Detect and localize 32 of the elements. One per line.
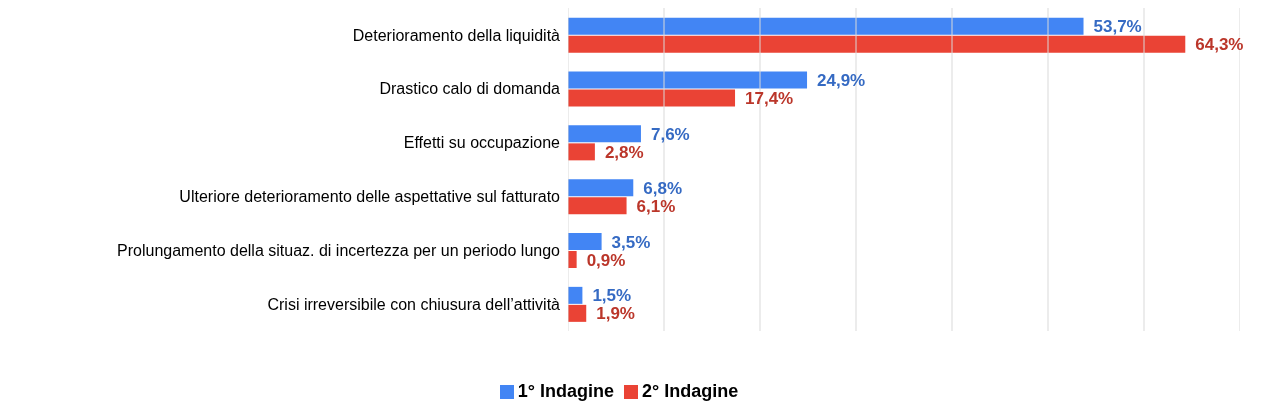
bar bbox=[568, 143, 595, 161]
data-label: 53,7% bbox=[1093, 17, 1142, 37]
bar bbox=[568, 286, 583, 304]
data-label: 0,9% bbox=[586, 250, 626, 270]
bar bbox=[568, 233, 602, 251]
y-tick-label: Effetti su occupazione bbox=[403, 134, 561, 152]
data-label: 24,9% bbox=[817, 71, 866, 91]
data-label: 6,1% bbox=[636, 196, 676, 216]
legend-label: 1° Indagine bbox=[517, 381, 614, 401]
bar bbox=[568, 125, 641, 143]
y-tick-label: Deterioramento della liquidità bbox=[352, 26, 561, 44]
data-label: 1,5% bbox=[592, 286, 632, 306]
data-label: 17,4% bbox=[745, 89, 794, 109]
y-tick-label: Crisi irreversibile con chiusura dell’attività bbox=[267, 295, 561, 313]
bar bbox=[568, 251, 577, 269]
data-label: 3,5% bbox=[611, 232, 651, 252]
y-tick-label: Ulteriore deterioramento delle aspettative sul fatturato bbox=[179, 188, 561, 206]
bar bbox=[568, 197, 627, 215]
bar bbox=[568, 179, 634, 197]
data-label: 64,3% bbox=[1195, 35, 1244, 55]
bar bbox=[568, 17, 1084, 35]
y-tick-label: Prolungamento della situaz. di incertezza per un periodo lungo bbox=[117, 241, 561, 259]
data-label: 1,9% bbox=[596, 304, 635, 324]
legend-label: 2° Indagine bbox=[642, 381, 739, 401]
data-label: 2,8% bbox=[604, 142, 644, 162]
bar bbox=[568, 304, 587, 322]
bar bbox=[568, 35, 1186, 53]
bar bbox=[568, 71, 808, 89]
data-label: 6,8% bbox=[643, 178, 683, 198]
y-tick-label: Drastico calo di domanda bbox=[379, 80, 561, 98]
data-label: 7,6% bbox=[650, 124, 690, 144]
bar bbox=[568, 89, 736, 107]
